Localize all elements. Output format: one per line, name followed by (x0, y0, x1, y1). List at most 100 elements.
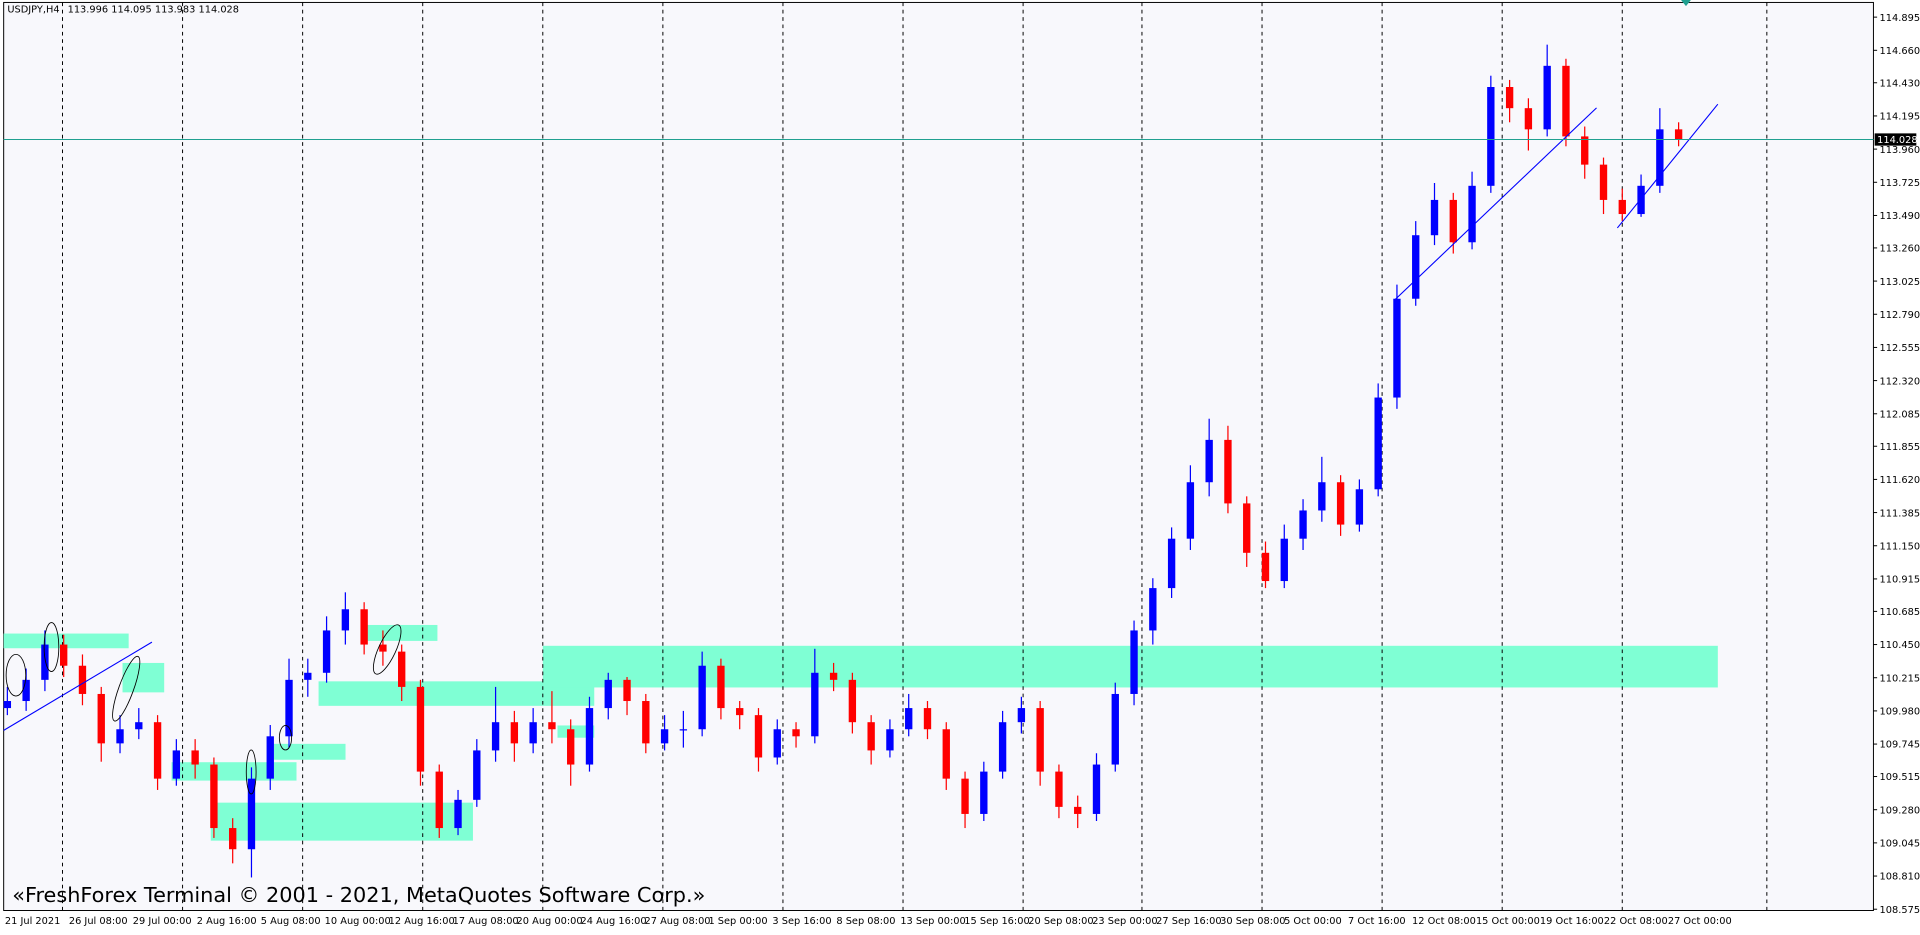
chart-header: USDJPY,H4 113.996 114.095 113.983 114.02… (7, 4, 239, 15)
candle-body (1412, 235, 1420, 299)
candle-body (1318, 482, 1326, 511)
x-tick-label: 27 Sep 16:00 (1156, 916, 1221, 927)
y-tick-label: 111.620 (1880, 475, 1920, 486)
candle-body (210, 764, 218, 829)
marker-ellipse (5, 653, 27, 697)
candle-body (1299, 510, 1307, 539)
candle-body (285, 679, 293, 737)
candle-body (341, 609, 350, 631)
marker-ellipse (372, 624, 402, 675)
candle-body (398, 651, 406, 687)
x-tick-label: 24 Aug 16:00 (581, 916, 647, 927)
y-tick-label: 109.045 (1880, 839, 1920, 850)
x-tick-label: 15 Oct 00:00 (1476, 916, 1540, 927)
candle-body (623, 679, 631, 702)
candle-body (961, 778, 969, 814)
candle-body (660, 729, 669, 744)
candle-body (905, 708, 913, 730)
candle-body (1581, 136, 1589, 165)
candle-body (792, 729, 800, 737)
candle-body (923, 708, 932, 730)
candle-body (867, 722, 875, 751)
candle-body (416, 686, 425, 772)
x-tick-label: 13 Sep 00:00 (900, 916, 965, 927)
x-tick-label: 20 Sep 08:00 (1028, 916, 1093, 927)
zone (3, 633, 129, 649)
candle-body (60, 644, 68, 666)
candle-body (1355, 489, 1364, 525)
x-tick-label: 7 Oct 16:00 (1348, 916, 1406, 927)
candle-body (585, 708, 594, 765)
x-tick-label: 30 Sep 08:00 (1220, 916, 1285, 927)
candle-body (1167, 538, 1176, 589)
y-tick-label: 108.810 (1880, 872, 1920, 883)
x-tick-label: 19 Oct 16:00 (1540, 916, 1604, 927)
price-box (1874, 133, 1917, 146)
candle-body (1374, 397, 1382, 490)
candle-body (886, 729, 894, 751)
candle-body (1092, 764, 1101, 814)
candle-body (1599, 164, 1608, 200)
x-tick-label: 27 Aug 08:00 (644, 916, 710, 927)
candle-body (1017, 708, 1026, 723)
candle-body (473, 750, 481, 800)
candle-body (1487, 87, 1495, 186)
candle-body (1430, 199, 1439, 236)
candle-body (1449, 199, 1457, 243)
candle-body (3, 701, 12, 709)
trend-line (3, 641, 153, 731)
candle-body (773, 729, 781, 758)
candle-body (191, 750, 199, 765)
price-label: 114.028 (1877, 135, 1918, 146)
candle-body (1036, 708, 1044, 772)
candle-body (360, 609, 368, 645)
zones (3, 624, 1718, 841)
y-tick-label: 112.555 (1880, 343, 1920, 354)
header-open: 113.996 (68, 4, 109, 15)
y-tick-label: 113.025 (1880, 277, 1920, 288)
y-tick-label: 114.195 (1880, 112, 1920, 123)
candle-body (998, 722, 1007, 772)
candle-body (754, 715, 763, 758)
candle-body (266, 736, 274, 779)
x-tick-label: 22 Oct 08:00 (1604, 916, 1668, 927)
candle-body (1224, 439, 1232, 504)
y-tick-label: 110.915 (1880, 575, 1920, 586)
candle-body (1505, 87, 1514, 109)
candle-body (848, 679, 857, 723)
candle-body (1111, 693, 1119, 765)
candle-body (1205, 439, 1213, 483)
candle-body (548, 722, 556, 730)
y-tick-label: 113.725 (1880, 178, 1920, 189)
x-tick-label: 2 Aug 16:00 (197, 916, 257, 927)
x-tick-label: 21 Jul 2021 (5, 916, 60, 927)
x-tick-label: 5 Oct 00:00 (1284, 916, 1342, 927)
candle-body (1336, 482, 1345, 525)
symbol: USDJPY,H4 (7, 4, 59, 15)
candle-body (1055, 771, 1063, 807)
zone (171, 762, 297, 781)
y-tick-label: 110.450 (1880, 640, 1920, 651)
candle-body (491, 722, 500, 751)
y-tick-label: 110.685 (1880, 607, 1920, 618)
candle-body (1618, 199, 1626, 215)
candle-body (510, 722, 519, 744)
candle-body (153, 722, 162, 779)
marker-triangle (1681, 0, 1691, 7)
y-tick-label: 113.260 (1880, 244, 1920, 255)
candle-body (980, 771, 988, 814)
x-tick-label: 20 Aug 00:00 (517, 916, 583, 927)
candle-body (567, 729, 575, 765)
y-tick-label: 111.385 (1880, 508, 1920, 519)
candle-body (529, 722, 537, 744)
candle-body (247, 778, 256, 850)
candle-body (736, 708, 744, 716)
y-tick-label: 108.575 (1880, 905, 1920, 916)
x-tick-label: 10 Aug 00:00 (325, 916, 391, 927)
x-tick-label: 23 Sep 00:00 (1092, 916, 1157, 927)
candle-body (1186, 482, 1195, 539)
candle-body (1637, 185, 1645, 215)
y-tick-label: 111.150 (1880, 541, 1920, 552)
